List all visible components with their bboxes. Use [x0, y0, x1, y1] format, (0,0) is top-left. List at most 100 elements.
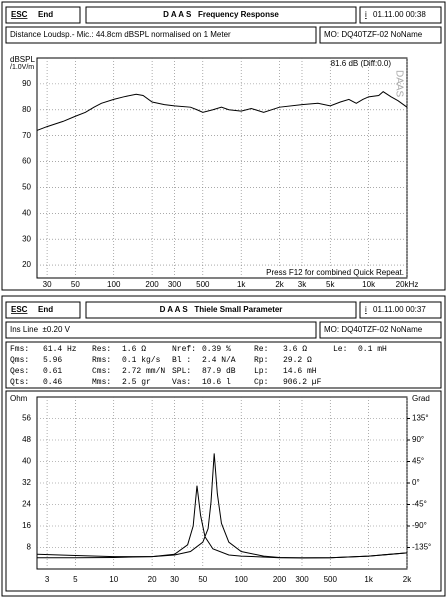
param-label: Mms:	[92, 378, 111, 387]
y2-tick-label: -90°	[412, 521, 427, 530]
series-line	[37, 453, 408, 559]
y-tick-label: 30	[22, 234, 31, 243]
x-tick-label: 500	[196, 280, 210, 289]
param-value: 61.4 Hz	[43, 345, 77, 354]
x-tick-label: 3k	[298, 280, 307, 289]
y-tick-label: 48	[22, 435, 31, 444]
param-value: 10.6 l	[202, 378, 231, 387]
y2-tick-label: -45°	[412, 500, 427, 509]
param-value: 0.61	[43, 367, 62, 376]
param-value: 2.4 N/A	[202, 356, 236, 365]
y-axis-label: Ohm	[10, 394, 28, 403]
plot-frame	[36, 396, 408, 570]
info-box[interactable]	[359, 301, 442, 319]
y-tick-label: 70	[22, 131, 31, 140]
subtitle-box	[5, 321, 317, 339]
x-tick-label: 100	[107, 280, 121, 289]
series-line	[36, 485, 408, 559]
param-value: 2.5 gr	[122, 378, 151, 387]
esc-label[interactable]: End	[38, 10, 53, 19]
x-tick-label: 100	[235, 575, 249, 584]
y2-tick-label: 0°	[412, 478, 420, 487]
x-tick-label: 10k	[362, 280, 376, 289]
param-value: 87.9 dB	[202, 367, 236, 376]
annotation-bg	[265, 268, 405, 278]
y-tick-label: 24	[22, 500, 31, 509]
param-label: Vas:	[172, 378, 191, 387]
param-label: Le:	[333, 345, 347, 354]
x-tick-label: 50	[198, 575, 207, 584]
x-tick-label: 1k	[364, 575, 373, 584]
y-tick-label: 8	[27, 543, 32, 552]
esc-key[interactable]: ESC	[11, 305, 28, 314]
param-label: Re:	[254, 345, 268, 354]
param-value: 0.1 kg/s	[122, 356, 161, 365]
x-tick-label: 300	[168, 280, 182, 289]
model: MO: DQ40TZF-02 NoName	[324, 30, 423, 39]
param-value: 2.72 mm/N	[122, 367, 165, 376]
x-tick-label: 200	[273, 575, 287, 584]
x-tick-label: 5k	[326, 280, 335, 289]
model-box	[319, 26, 442, 44]
annotation: Press F12 for combined Quick Repeat.	[266, 268, 404, 277]
date: 01.11.00 00:38	[373, 10, 426, 19]
x-tick-label: 200	[145, 280, 159, 289]
esc-key[interactable]: ESC	[11, 10, 28, 19]
param-label: Qms:	[10, 356, 29, 365]
info-key[interactable]: i	[365, 10, 367, 19]
param-label: Lp:	[254, 367, 268, 376]
y2-tick-label: 90°	[412, 435, 424, 444]
esc-button[interactable]	[5, 301, 81, 319]
annotation: 81.6 dB (Diff:0.0)	[331, 59, 392, 68]
param-value: 0.46	[43, 378, 62, 387]
param-label: Res:	[92, 345, 111, 354]
param-label: Nref:	[172, 345, 196, 354]
subtitle: Ins Line ±0.20 V	[10, 325, 71, 334]
x-tick-label: 20kHz	[396, 280, 419, 289]
y-tick-label: 50	[22, 183, 31, 192]
y-tick-label: 90	[22, 79, 31, 88]
title: D A A S Frequency Response	[163, 10, 279, 19]
x-tick-label: 50	[71, 280, 80, 289]
title-box	[85, 6, 357, 24]
y-tick-label: 40	[22, 457, 31, 466]
y-tick-label: 16	[22, 521, 31, 530]
series-line	[36, 91, 408, 131]
esc-label[interactable]: End	[38, 305, 53, 314]
x-tick-label: 1k	[237, 280, 246, 289]
param-label: Cp:	[254, 378, 268, 387]
y-axis-label: dBSPL	[10, 55, 35, 64]
y-tick-label: 32	[22, 478, 31, 487]
param-value: 0.1 mH	[358, 345, 387, 354]
param-value: 5.96	[43, 356, 62, 365]
y2-tick-label: 45°	[412, 457, 424, 466]
param-label: Bl :	[172, 356, 191, 365]
info-box[interactable]	[359, 6, 442, 24]
y2-axis-label: Grad	[412, 394, 430, 403]
x-tick-label: 300	[295, 575, 309, 584]
chart-box	[5, 390, 442, 592]
subtitle: Distance Loudsp.- Mic.: 44.8cm dBSPL nor…	[10, 30, 231, 39]
x-tick-label: 2k	[403, 575, 412, 584]
title: D A A S Thiele Small Parameter	[160, 305, 283, 314]
y-tick-label: 20	[22, 260, 31, 269]
subtitle-box	[5, 26, 317, 44]
model-box	[319, 321, 442, 339]
param-label: Rp:	[254, 356, 268, 365]
panel	[1, 1, 446, 291]
param-label: Fms:	[10, 345, 29, 354]
param-value: 14.6 mH	[283, 367, 317, 376]
title-box	[85, 301, 357, 319]
y2-tick-label: 135°	[412, 414, 429, 423]
x-tick-label: 20	[148, 575, 157, 584]
param-value: 906.2 µF	[283, 378, 322, 387]
param-value: 0.39 %	[202, 345, 231, 354]
watermark: DAAS	[393, 70, 404, 98]
x-tick-label: 30	[43, 280, 52, 289]
param-label: Qts:	[10, 378, 29, 387]
info-key[interactable]: i	[365, 305, 367, 314]
param-label: SPL:	[172, 367, 191, 376]
y-tick-label: 80	[22, 105, 31, 114]
esc-button[interactable]	[5, 6, 81, 24]
